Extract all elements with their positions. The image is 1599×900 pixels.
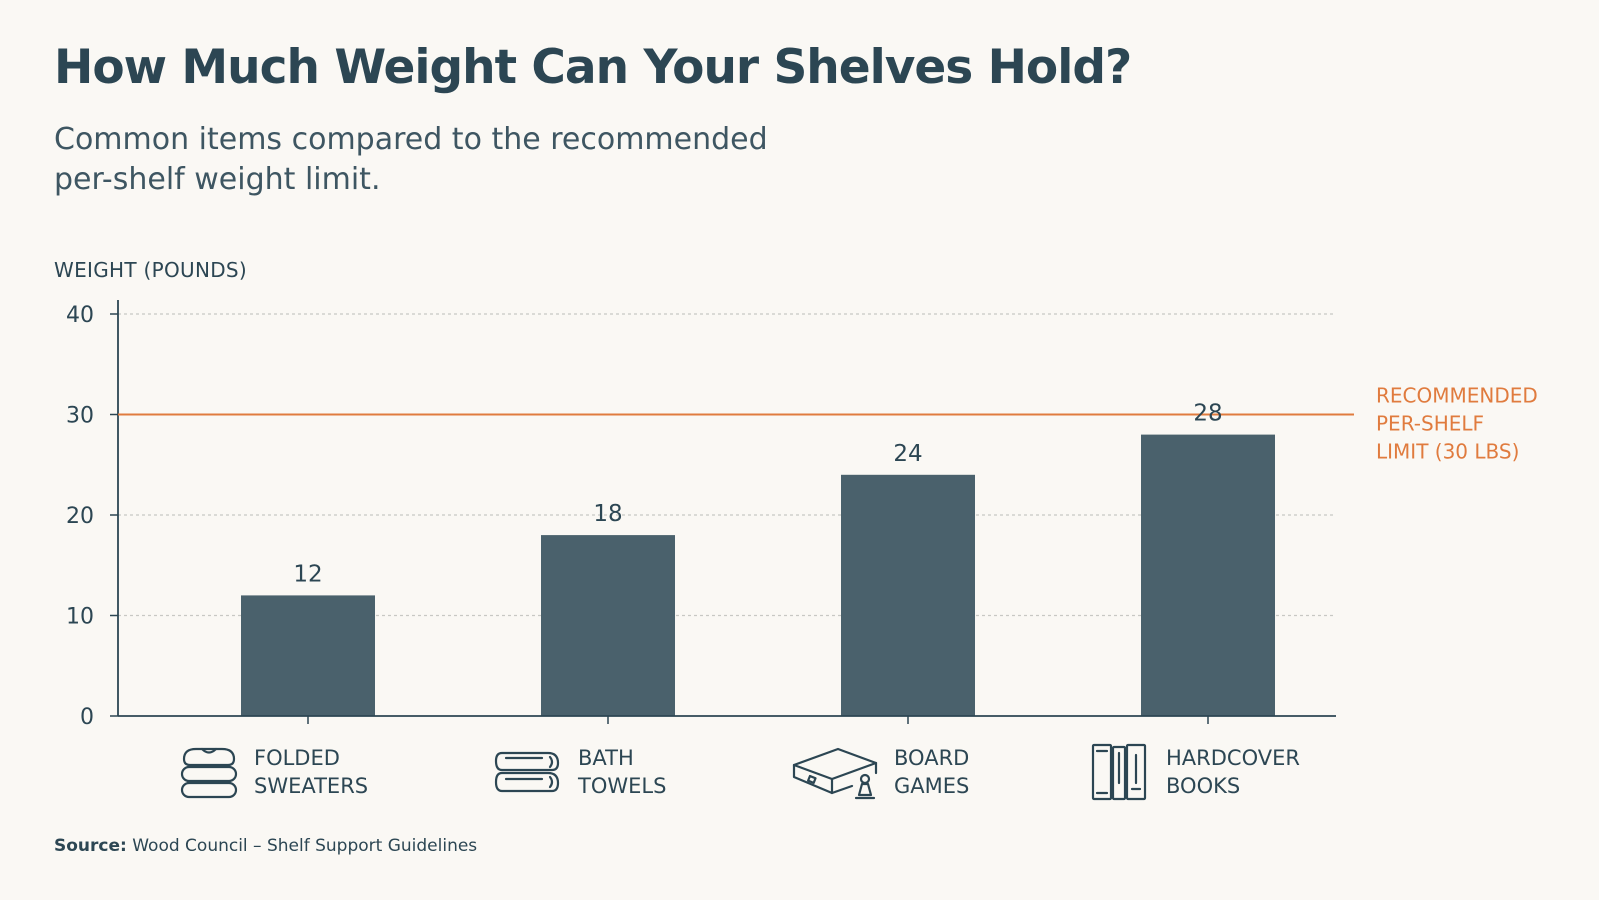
- y-tick-label: 0: [80, 705, 94, 730]
- category-label-line: BATH: [578, 746, 634, 770]
- data-label: 18: [593, 501, 622, 527]
- category-hardcover-books: HARDCOVER BOOKS: [1090, 743, 1300, 801]
- category-label-line: TOWELS: [578, 774, 667, 798]
- folded-sweaters-icon: [180, 747, 238, 799]
- y-tick-label: 40: [66, 303, 94, 328]
- data-label: 12: [293, 561, 322, 587]
- chart-subtitle: Common items compared to the recommended…: [54, 122, 768, 197]
- hardcover-books-icon: [1091, 743, 1147, 801]
- y-tick-label: 20: [66, 504, 94, 529]
- category-bath-towels: BATH TOWELS: [494, 743, 666, 801]
- category-label-line: SWEATERS: [254, 774, 369, 798]
- board-game-icon: [792, 747, 878, 800]
- bath-towels-icon: [494, 751, 560, 793]
- category-label-line: BOARD: [894, 746, 970, 770]
- y-tick-label: 10: [66, 605, 94, 630]
- category-label-line: FOLDED: [254, 746, 340, 770]
- category-label-line: BOOKS: [1166, 774, 1241, 798]
- category-label-line: GAMES: [894, 774, 970, 798]
- reference-label: LIMIT (30 LBS): [1376, 440, 1519, 464]
- data-label: 28: [1193, 401, 1222, 427]
- data-label: 24: [893, 441, 922, 467]
- bar: [541, 535, 675, 716]
- category-folded-sweaters: FOLDED SWEATERS: [178, 743, 368, 801]
- source-text: Wood Council – Shelf Support Guidelines: [132, 836, 478, 856]
- chart-title: How Much Weight Can Your Shelves Hold?: [54, 40, 1132, 95]
- reference-label: RECOMMENDED: [1376, 384, 1538, 408]
- y-axis-label: WEIGHT (POUNDS): [54, 258, 248, 282]
- category-label-line: HARDCOVER: [1166, 746, 1300, 770]
- bar: [241, 595, 375, 716]
- bar: [1141, 434, 1275, 716]
- bar: [841, 474, 975, 716]
- source-label: Source:: [54, 836, 127, 856]
- category-board-games: BOARD GAMES: [792, 743, 969, 801]
- source-note: Source: Wood Council – Shelf Support Gui…: [54, 836, 477, 856]
- y-tick-label: 30: [66, 404, 94, 429]
- reference-label: PER-SHELF: [1376, 412, 1484, 436]
